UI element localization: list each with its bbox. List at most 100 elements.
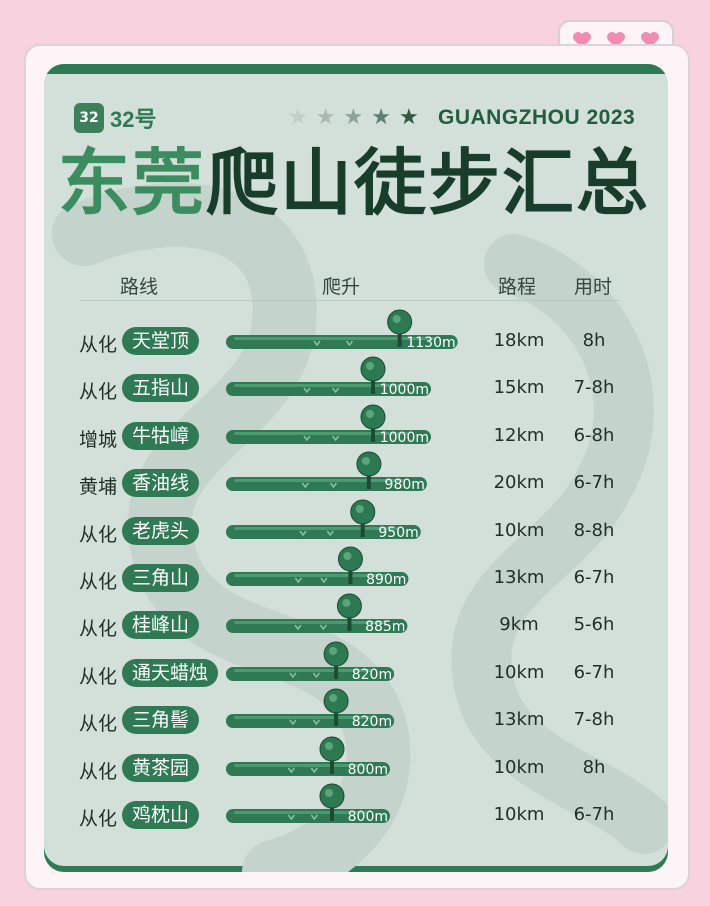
climb-value-label: 950m (378, 525, 418, 541)
grass-icon (303, 435, 311, 442)
route-name-pill: 香油线 (122, 469, 200, 498)
distance-value: 13km (493, 567, 545, 588)
district-label: 从化 (79, 618, 118, 641)
time-value: 6-7h (573, 661, 615, 683)
table-row: 从化 通天蜡烛 820m 10km 6-7h (0, 641, 710, 695)
climb-value-label: 820m (352, 714, 392, 730)
grass-icon (332, 435, 340, 442)
column-header-route: 路线 (120, 276, 159, 298)
tree-icon (356, 451, 382, 477)
table-row: 从化 五指山 1000m 15km 7-8h (0, 356, 710, 410)
climb-bar-group: 1000m (226, 356, 431, 398)
time-value: 6-7h (573, 804, 615, 825)
time-value: 8h (582, 756, 606, 778)
grass-icon (287, 767, 295, 773)
grass-icon (301, 482, 309, 489)
star-icon: ★ (371, 105, 391, 130)
distance-value: 10km (493, 804, 545, 825)
district-label: 从化 (79, 665, 118, 688)
climb-value-label: 1000m (380, 382, 429, 398)
brand-logo-icon: 32 (74, 103, 104, 133)
climb-bar-highlight (234, 763, 368, 767)
tree-highlight (343, 552, 352, 560)
tree-icon (319, 736, 345, 762)
table-row: 从化 桂峰山 885m 9km 5-6h (0, 593, 710, 647)
grass-icon (303, 387, 311, 394)
tree-icon (319, 783, 345, 809)
tree-highlight (361, 457, 370, 466)
tree-highlight (366, 409, 374, 418)
climb-bar-group: 950m (226, 499, 421, 541)
table-row: 增城 牛牯嶂 1000m 12km 6-8h (0, 404, 710, 458)
tree-icon (337, 546, 363, 572)
grass-icon (289, 719, 297, 726)
distance-value: 10km (493, 756, 545, 778)
tree-trunk (330, 805, 334, 821)
table-row: 从化 老虎头 950m 10km 8-8h (0, 499, 710, 553)
tree-highlight (329, 646, 338, 655)
grass-icon (329, 482, 338, 489)
district-label: 黄埔 (79, 476, 118, 499)
district-label: 增城 (79, 428, 118, 451)
heart-icon (607, 32, 625, 48)
climb-bar-group: 800m (226, 783, 390, 825)
distance-value: 13km (493, 709, 545, 731)
district-label: 从化 (79, 571, 118, 593)
brand: 32 32号 (74, 102, 156, 134)
header-divider (80, 300, 620, 301)
table-row: 从化 天堂顶 1130m 18km 8h (0, 309, 710, 363)
route-name-pill: 黄茶园 (122, 753, 200, 782)
content-panel (44, 64, 668, 872)
heart-icon (573, 32, 591, 48)
tree-trunk (347, 615, 352, 632)
grass-icon (312, 672, 321, 679)
climb-bar-highlight (234, 574, 387, 577)
grass-icon (294, 624, 302, 631)
climb-bar-highlight (234, 479, 405, 483)
tree-trunk (366, 473, 371, 490)
distance-value: 9km (499, 614, 539, 636)
grass-icon (345, 340, 354, 347)
climb-bar-highlight (234, 811, 368, 814)
tree-icon (323, 688, 349, 714)
grass-icon (299, 530, 307, 536)
route-name-pill: 老虎头 (122, 516, 200, 545)
table-row: 从化 鸡枕山 800m 10km 6-7h (0, 783, 710, 837)
title-part-2: 爬山徒步汇总 (206, 141, 651, 225)
city-year-label: GUANGZHOU 2023 (438, 106, 636, 129)
climb-value-label: 1000m (380, 430, 429, 446)
grass-icon (319, 624, 327, 631)
tree-highlight (325, 789, 333, 797)
distance-value: 15km (493, 377, 545, 399)
tree-icon (387, 309, 413, 335)
tree-trunk (334, 710, 339, 727)
tree-icon (336, 593, 362, 619)
time-value: 6-8h (573, 424, 615, 446)
climb-value-label: 800m (348, 762, 388, 778)
district-label: 从化 (79, 713, 118, 736)
column-header-climb: 爬升 (322, 276, 361, 298)
distance-value: 18km (493, 330, 545, 351)
tree-highlight (325, 741, 333, 750)
grass-icon (313, 340, 321, 347)
table-row: 从化 三角山 890m 13km 6-7h (0, 546, 710, 600)
climb-value-label: 800m (348, 809, 388, 825)
grass-icon (310, 767, 318, 773)
district-label: 从化 (79, 334, 118, 356)
climb-value-label: 820m (352, 667, 392, 683)
table-row: 黄埔 香油线 980m 20km 6-7h (0, 451, 710, 505)
time-value: 7-8h (573, 709, 615, 731)
time-value: 7-8h (573, 377, 615, 399)
route-name-pill: 三角山 (122, 564, 200, 592)
climb-value-label: 1130m (406, 335, 455, 351)
grass-icon (312, 719, 321, 726)
brand-name: 32号 (110, 107, 157, 132)
tree-icon (350, 499, 376, 525)
star-rating: ★ ★ ★ ★ ★ (288, 106, 419, 130)
grass-icon (320, 577, 328, 584)
tree-trunk (397, 331, 402, 347)
tree-highlight (329, 694, 338, 703)
heart-icon (641, 32, 659, 48)
climb-bar-highlight (234, 431, 409, 435)
climb-bar-highlight (234, 526, 399, 530)
